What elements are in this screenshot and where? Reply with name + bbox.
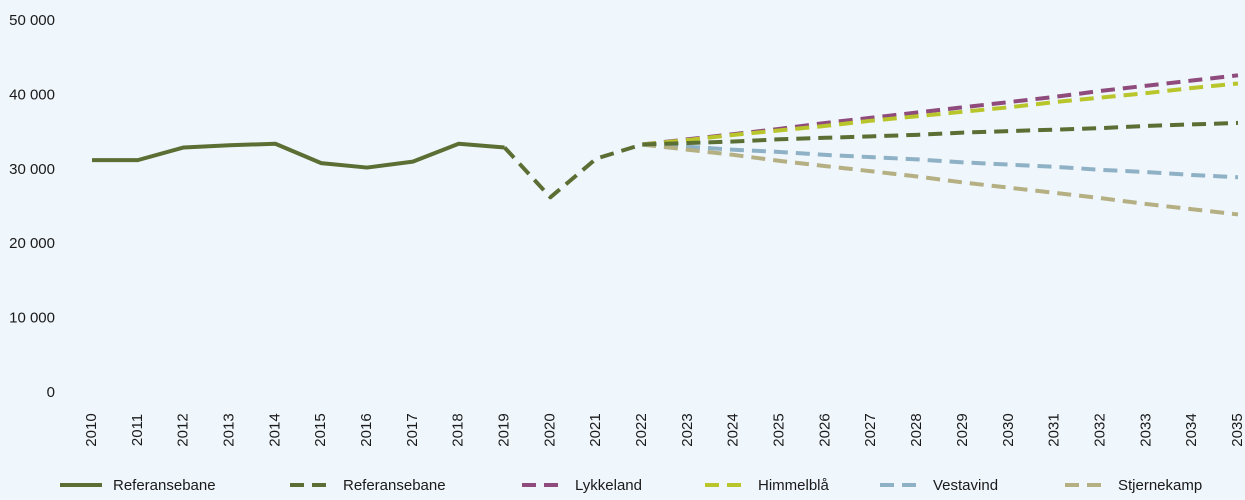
series-line: [641, 81, 1239, 147]
series-line: [503, 120, 1239, 200]
series-line: [92, 141, 505, 170]
y-tick-label: 20 000: [9, 235, 55, 252]
x-tick-label: 2014: [266, 413, 283, 446]
legend-label: Vestavind: [933, 477, 998, 494]
x-tick-label: 2020: [541, 413, 558, 446]
x-tick-label: 2019: [496, 413, 513, 446]
x-tick-label: 2021: [587, 413, 604, 446]
x-tick-label: 2017: [404, 413, 421, 446]
y-tick-label: 10 000: [9, 310, 55, 327]
x-tick-label: 2024: [725, 413, 742, 446]
legend-label: Referansebane: [113, 477, 216, 494]
x-tick-label: 2018: [450, 413, 467, 446]
series-line: [641, 142, 1239, 217]
y-tick-label: 0: [47, 384, 55, 401]
x-tick-label: 2013: [220, 413, 237, 446]
x-tick-label: 2033: [1137, 413, 1154, 446]
x-tick-label: 2028: [908, 413, 925, 446]
x-tick-label: 2022: [633, 413, 650, 446]
x-tick-label: 2032: [1091, 413, 1108, 446]
legend-label: Himmelblå: [758, 477, 830, 494]
x-tick-label: 2016: [358, 413, 375, 446]
x-tick-label: 2030: [1000, 413, 1017, 446]
legend-label: Referansebane: [343, 477, 446, 494]
x-tick-label: 2031: [1046, 413, 1063, 446]
y-tick-label: 50 000: [9, 12, 55, 29]
x-tick-label: 2011: [129, 414, 146, 446]
x-tick-label: 2027: [862, 413, 879, 446]
series-line: [641, 142, 1239, 180]
legend-label: Stjernekamp: [1118, 477, 1202, 494]
x-tick-label: 2026: [816, 413, 833, 446]
x-tick-label: 2025: [771, 413, 788, 446]
y-tick-label: 30 000: [9, 161, 55, 178]
y-tick-label: 40 000: [9, 86, 55, 103]
x-tick-label: 2023: [679, 413, 696, 446]
x-tick-label: 2029: [954, 413, 971, 446]
x-tick-label: 2015: [312, 413, 329, 446]
x-tick-label: 2035: [1229, 413, 1245, 446]
x-tick-label: 2034: [1183, 413, 1200, 446]
x-tick-label: 2012: [175, 413, 192, 446]
x-tick-label: 2010: [83, 413, 100, 446]
legend-label: Lykkeland: [575, 477, 642, 494]
